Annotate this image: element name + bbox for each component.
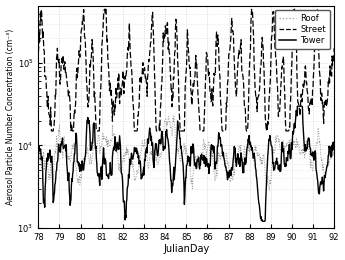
Tower xyxy=(295,105,299,108)
Tower xyxy=(260,220,265,223)
Roof xyxy=(120,168,124,172)
Roof xyxy=(267,187,271,190)
Street xyxy=(131,97,135,100)
Tower xyxy=(230,167,235,170)
Roof xyxy=(332,155,336,158)
Roof xyxy=(231,176,235,179)
Tower xyxy=(36,152,40,155)
Line: Street: Street xyxy=(38,9,334,131)
Roof xyxy=(172,114,176,117)
Y-axis label: Aerosol Particle Number Concentration (cm⁻³): Aerosol Particle Number Concentration (c… xyxy=(6,29,14,205)
Street xyxy=(49,129,53,133)
Street xyxy=(120,80,125,83)
Roof xyxy=(36,158,40,161)
Tower xyxy=(304,150,308,153)
Tower xyxy=(109,171,113,174)
Street xyxy=(332,46,336,49)
Tower xyxy=(267,138,271,141)
Street xyxy=(36,51,40,54)
Tower xyxy=(120,172,124,175)
Line: Roof: Roof xyxy=(38,115,334,191)
Roof xyxy=(109,138,113,141)
Legend: Roof, Street, Tower: Roof, Street, Tower xyxy=(275,10,330,49)
Street xyxy=(231,34,236,37)
Roof xyxy=(267,189,272,192)
Street xyxy=(39,8,43,11)
Street xyxy=(109,95,114,99)
Tower xyxy=(332,148,336,151)
Street xyxy=(267,94,272,97)
Roof xyxy=(304,143,308,146)
Street xyxy=(304,70,308,73)
Roof xyxy=(130,162,134,166)
Tower xyxy=(130,154,134,157)
X-axis label: JulianDay: JulianDay xyxy=(163,244,209,255)
Line: Tower: Tower xyxy=(38,106,334,221)
